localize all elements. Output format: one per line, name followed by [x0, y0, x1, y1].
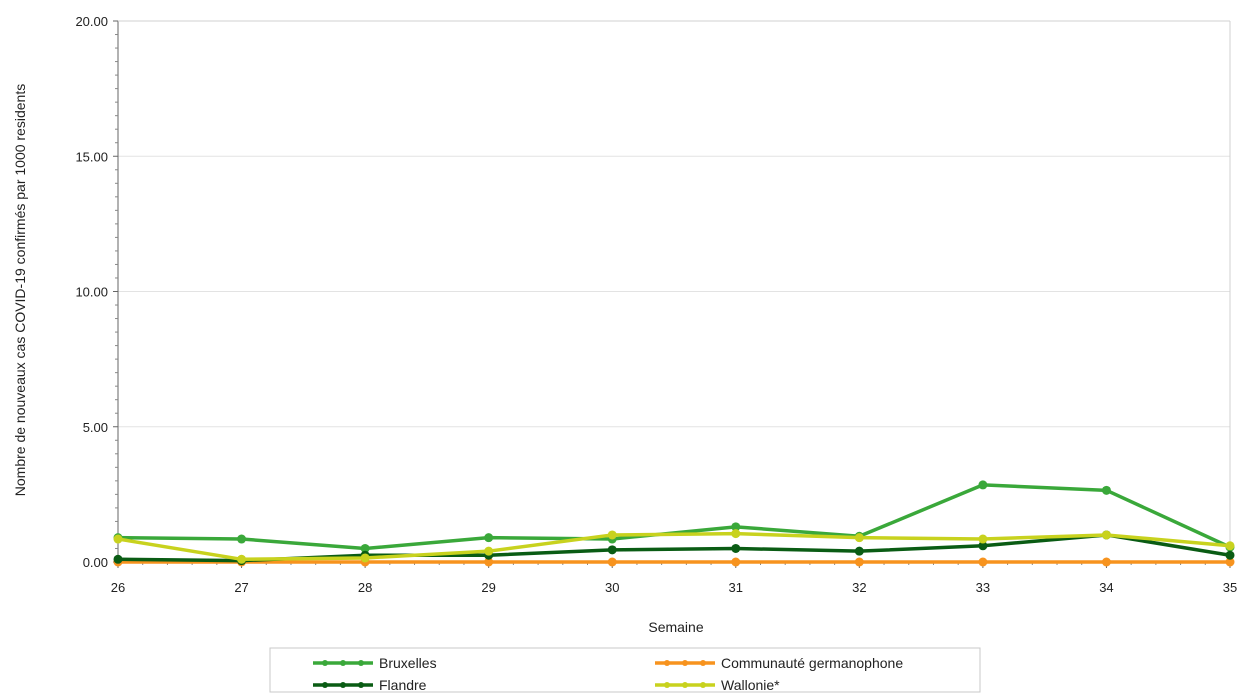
legend-swatch-marker	[322, 660, 328, 666]
x-axis-title: Semaine	[648, 619, 703, 635]
data-point	[978, 534, 988, 544]
legend-label: Flandre	[379, 677, 427, 693]
x-tick-label: 33	[976, 580, 990, 595]
x-tick-label: 28	[358, 580, 372, 595]
x-tick-label: 26	[111, 580, 125, 595]
data-point	[113, 534, 123, 544]
legend-swatch-marker	[358, 682, 364, 688]
legend-swatch-marker	[682, 660, 688, 666]
data-point	[237, 554, 247, 564]
data-point	[360, 543, 370, 553]
data-point	[484, 546, 494, 556]
data-point	[978, 557, 988, 567]
legend-swatch-marker	[340, 682, 346, 688]
y-tick-label: 5.00	[83, 420, 108, 435]
data-point	[854, 557, 864, 567]
legend-swatch-marker	[700, 682, 706, 688]
legend-swatch-marker	[664, 682, 670, 688]
x-tick-label: 34	[1099, 580, 1113, 595]
data-point	[607, 545, 617, 555]
x-tick-label: 31	[729, 580, 743, 595]
legend-label: Wallonie*	[721, 677, 780, 693]
series-group	[113, 480, 1235, 567]
data-point	[978, 541, 988, 551]
data-point	[1101, 530, 1111, 540]
legend-swatch-marker	[340, 660, 346, 666]
data-point	[360, 553, 370, 563]
legend-box	[269, 647, 981, 693]
legend-swatch-marker	[682, 682, 688, 688]
legend: Bruxelles Communauté germanophone Flandre W…	[269, 647, 981, 693]
data-point	[1101, 485, 1111, 495]
data-point	[484, 533, 494, 543]
x-tick-label: 32	[852, 580, 866, 595]
data-point	[607, 557, 617, 567]
y-tick-label: 10.00	[75, 285, 108, 300]
data-point	[731, 543, 741, 553]
y-tick-label: 20.00	[75, 14, 108, 29]
data-point	[1225, 557, 1235, 567]
series-line	[117, 531, 1231, 562]
y-axis-ticks: 0.00 5.00 10.00 15.00 20.00	[75, 14, 118, 570]
legend-label: Communauté germanophone	[721, 655, 903, 671]
grid-lines	[118, 20, 1230, 428]
data-point	[978, 480, 988, 490]
x-tick-label: 27	[234, 580, 248, 595]
series-line	[117, 533, 1231, 563]
legend-swatch-marker	[700, 660, 706, 666]
legend-swatch-marker	[664, 660, 670, 666]
data-point	[1101, 557, 1111, 567]
data-point	[113, 554, 123, 564]
y-tick-label: 0.00	[83, 555, 108, 570]
legend-swatch-marker	[322, 682, 328, 688]
x-tick-label: 30	[605, 580, 619, 595]
data-point	[854, 546, 864, 556]
data-point	[731, 529, 741, 539]
data-point	[484, 557, 494, 567]
legend-swatch-marker	[358, 660, 364, 666]
data-point	[237, 534, 247, 544]
data-point	[1225, 550, 1235, 560]
data-point	[731, 522, 741, 532]
data-point	[731, 557, 741, 567]
x-axis-ticks: 26 27 28 29 30 31 32 33 34 35	[111, 562, 1237, 595]
y-axis-title: Nombre de nouveaux cas COVID-19 confirmé…	[12, 84, 28, 496]
x-tick-label: 35	[1223, 580, 1237, 595]
data-point	[854, 533, 864, 543]
data-point	[1225, 541, 1235, 551]
legend-label: Bruxelles	[379, 655, 437, 671]
y-tick-label: 15.00	[75, 149, 108, 164]
x-tick-label: 29	[481, 580, 495, 595]
data-point	[607, 530, 617, 540]
